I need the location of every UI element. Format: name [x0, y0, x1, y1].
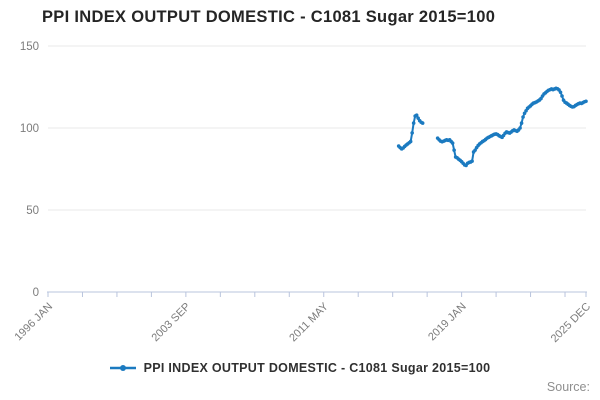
legend-line-marker-icon	[109, 363, 136, 373]
y-axis-label: 50	[26, 205, 39, 217]
series-point	[452, 148, 456, 152]
series-point	[414, 113, 419, 118]
series-point	[411, 121, 416, 125]
legend-item-label: PPI INDEX OUTPUT DOMESTIC - C1081 Sugar …	[143, 361, 491, 375]
y-axis-label: 150	[20, 41, 39, 53]
x-axis-label: 1996 JAN	[12, 301, 55, 344]
series-point	[560, 94, 564, 98]
series-point	[519, 121, 524, 125]
series-point	[518, 126, 522, 130]
y-axis-label: 100	[20, 123, 39, 135]
series-point	[408, 139, 413, 144]
chart-title: PPI INDEX OUTPUT DOMESTIC - C1081 Sugar …	[42, 8, 496, 26]
series-point	[470, 159, 474, 163]
source-note: Source:	[546, 380, 590, 394]
series-point	[558, 90, 563, 95]
legend-item[interactable]: PPI INDEX OUTPUT DOMESTIC - C1081 Sugar …	[109, 361, 491, 375]
series-point	[521, 115, 525, 119]
series-point	[450, 141, 455, 145]
series-point	[420, 121, 425, 125]
y-axis-label: 0	[33, 287, 39, 299]
legend: PPI INDEX OUTPUT DOMESTIC - C1081 Sugar …	[0, 361, 600, 375]
series-point	[584, 99, 588, 104]
series-point	[410, 131, 414, 135]
x-axis-label: 2011 MAY	[287, 300, 331, 344]
x-axis-label: 2019 JAN	[426, 301, 469, 344]
x-axis-label: 2025 DEC	[549, 301, 593, 345]
x-axis-label: 2003 SEP	[149, 301, 193, 345]
